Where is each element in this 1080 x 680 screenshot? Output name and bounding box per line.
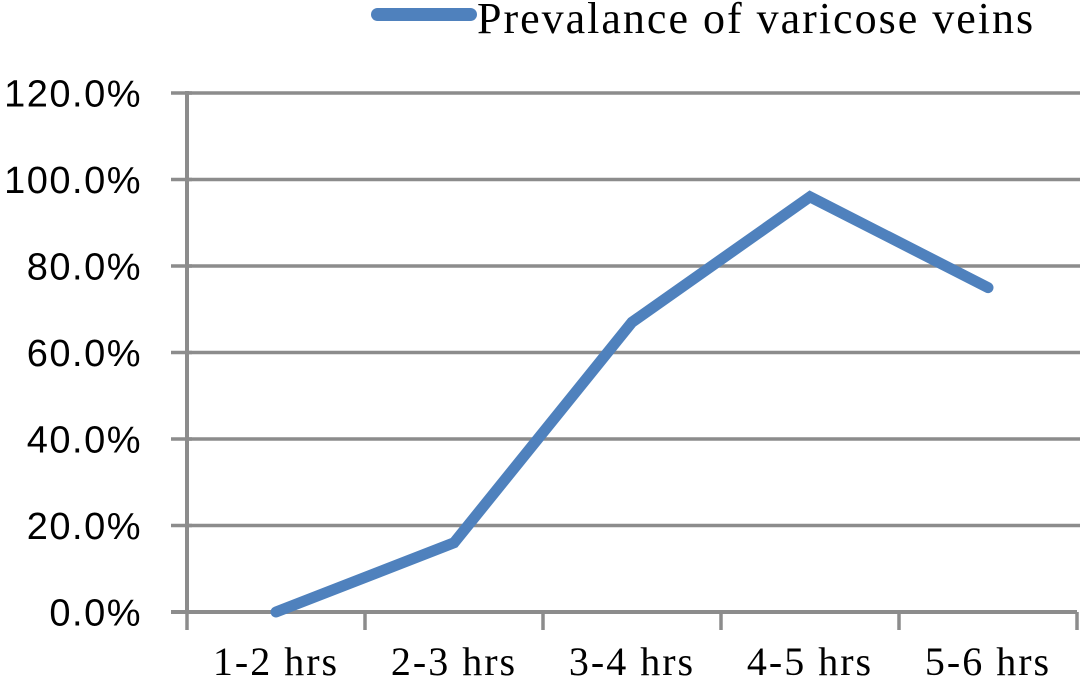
y-tick-label: 0.0% (49, 593, 142, 635)
y-tick-label: 40.0% (27, 420, 142, 462)
data-line-prevalence (270, 190, 994, 618)
y-tick-label: 120.0% (4, 74, 142, 116)
x-tick-label: 1-2 hrs (213, 639, 339, 680)
x-tick-label: 2-3 hrs (391, 639, 517, 680)
x-tick-label: 4-5 hrs (747, 639, 873, 680)
y-tick-label: 20.0% (27, 506, 142, 548)
y-tick-label: 60.0% (27, 333, 142, 375)
y-tick-label: 100.0% (4, 160, 142, 202)
y-tick-label: 80.0% (27, 247, 142, 289)
x-tick-label: 3-4 hrs (569, 639, 695, 680)
x-tick-label: 5-6 hrs (925, 639, 1051, 680)
legend-line-swatch (371, 8, 477, 21)
legend-series-label: Prevalance of varicose veins (477, 0, 1036, 43)
